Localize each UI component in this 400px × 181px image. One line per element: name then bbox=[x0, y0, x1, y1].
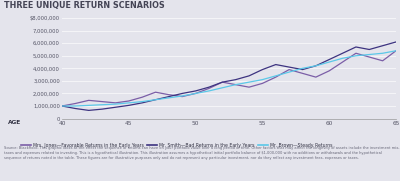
Text: Source: BlackRock. This graphic looks at the effect the sequence of returns can : Source: BlackRock. This graphic looks at… bbox=[4, 146, 400, 159]
Text: THREE UNIQUE RETURN SCENARIOS: THREE UNIQUE RETURN SCENARIOS bbox=[4, 1, 165, 10]
Legend: Mrs. Jones—Favorable Returns in the Early Years, Mr. Smith—Bad Returns in the Ea: Mrs. Jones—Favorable Returns in the Earl… bbox=[21, 143, 333, 148]
Text: AGE: AGE bbox=[8, 120, 21, 125]
